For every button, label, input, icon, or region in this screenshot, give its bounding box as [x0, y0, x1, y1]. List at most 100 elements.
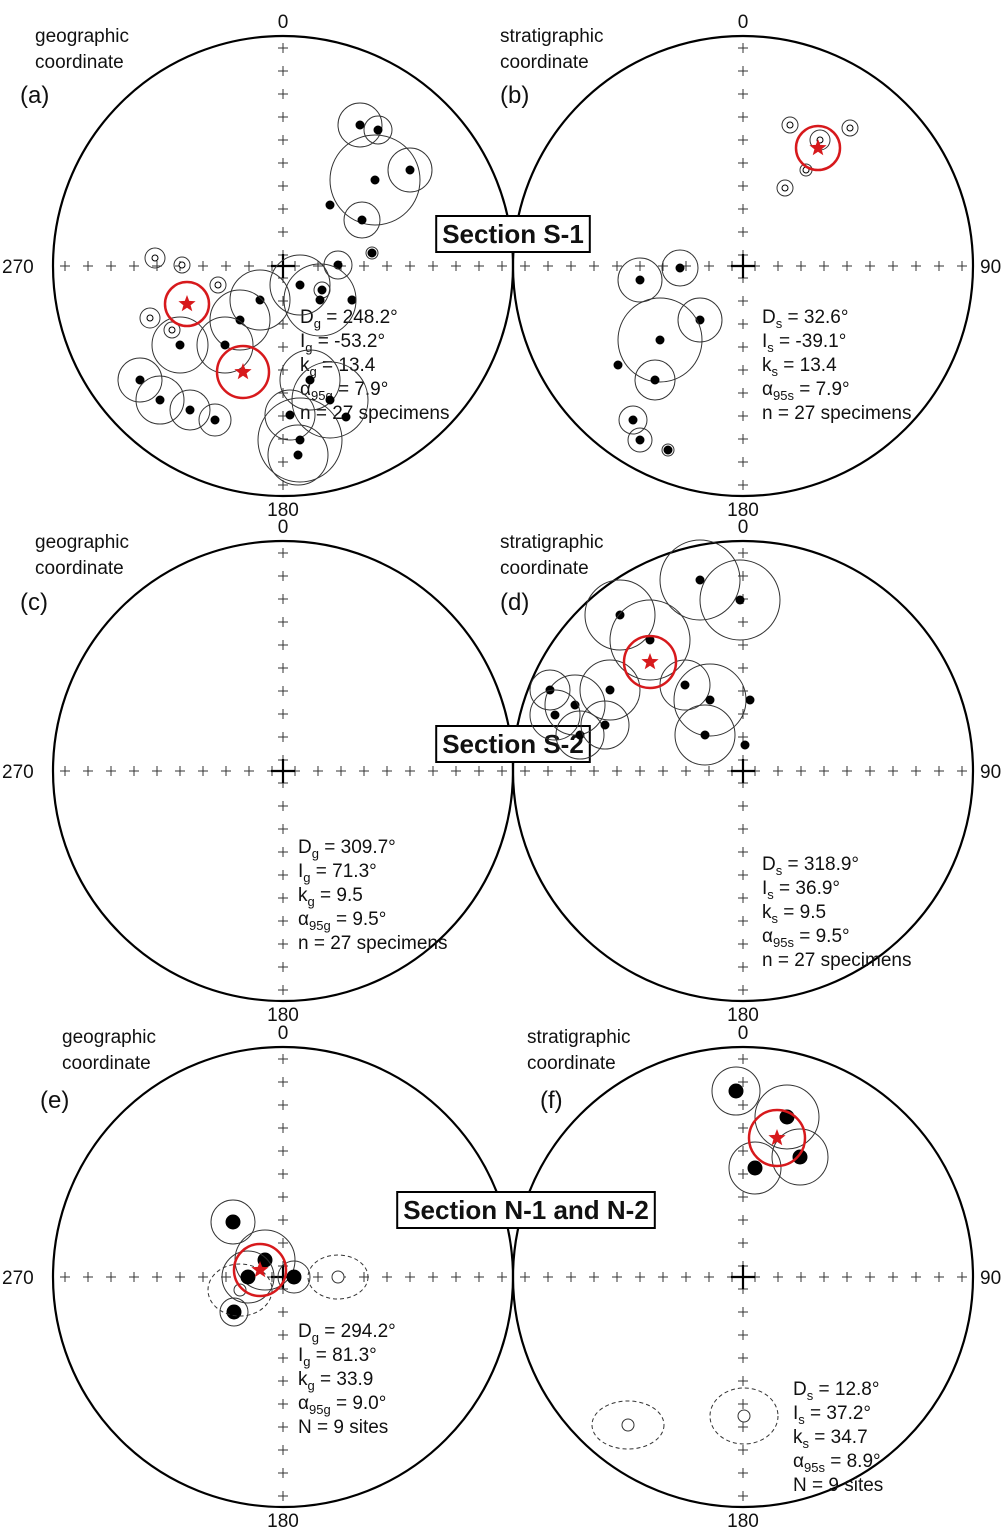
axis-tick — [152, 135, 288, 271]
axis-tick — [738, 261, 806, 329]
confidence-circle — [343, 201, 381, 239]
panel-label: (b) — [500, 82, 529, 109]
data-point — [735, 595, 745, 605]
axis-tick — [635, 158, 748, 271]
stat-subscript: s — [767, 340, 774, 355]
stat-subscript: g — [308, 894, 315, 909]
confidence-circle — [544, 674, 606, 736]
stat-value: = -53.2° — [313, 331, 386, 352]
confidence-circle — [198, 403, 232, 437]
stat-line: Dg = 294.2° — [298, 1321, 396, 1345]
data-point — [613, 360, 623, 370]
confidence-circle — [661, 443, 675, 457]
stat-value: = 7.9° — [794, 379, 850, 400]
stat-value: = 9.5 — [315, 885, 363, 906]
stat-line: n = 27 specimens — [300, 403, 449, 424]
axis-tick — [83, 66, 288, 271]
axis-tick — [278, 766, 507, 995]
data-point — [655, 335, 665, 345]
data-point — [325, 200, 335, 210]
stat-symbol: k — [762, 355, 772, 376]
panel-label: (a) — [20, 82, 49, 109]
north-label: 0 — [738, 12, 749, 33]
stat-value: = 27 specimens — [311, 403, 450, 424]
axis-tick — [221, 204, 288, 271]
axis-tick — [612, 1146, 748, 1282]
confidence-circle — [661, 249, 699, 287]
axis-tick — [738, 766, 806, 834]
stat-line: Is = 36.9° — [762, 878, 840, 902]
stat-subscript: s — [807, 1388, 814, 1403]
axis-tick — [221, 709, 288, 776]
axis-tick — [60, 548, 288, 776]
axis-tick — [278, 1272, 438, 1432]
confidence-circle — [209, 289, 271, 351]
data-point — [740, 740, 750, 750]
stat-value: = 12.8° — [813, 1379, 879, 1400]
axis-tick — [278, 1272, 369, 1363]
data-point — [146, 314, 154, 322]
stat-value: = 34.7 — [809, 1427, 868, 1448]
axis-tick — [738, 261, 875, 398]
axis-tick — [738, 261, 921, 444]
stat-line: n = 27 specimens — [762, 403, 911, 424]
stat-line: n = 27 specimens — [762, 950, 911, 971]
stat-value: = 27 specimens — [309, 933, 448, 954]
stat-subscript: 95g — [309, 918, 331, 933]
axis-tick — [60, 1054, 288, 1282]
axis-tick — [727, 250, 748, 271]
stat-symbol: D — [762, 307, 776, 328]
stat-value: = 37.2° — [805, 1403, 871, 1424]
axis-tick — [738, 1272, 760, 1294]
axis-tick — [278, 261, 484, 467]
stat-line: ks = 9.5 — [762, 902, 826, 926]
confidence-circle — [365, 246, 379, 260]
axis-tick — [589, 1123, 748, 1282]
confidence-circle — [169, 389, 211, 431]
data-point — [675, 263, 685, 273]
axis-tick — [278, 1272, 461, 1455]
stat-subscript: s — [772, 364, 779, 379]
stat-value: = 81.3° — [311, 1345, 377, 1366]
axis-tick — [738, 766, 944, 972]
stat-line: kg = 9.5 — [298, 885, 363, 909]
confidence-circle — [584, 579, 656, 651]
stat-symbol: D — [298, 1321, 312, 1342]
confidence-circle — [617, 297, 703, 383]
stat-symbol: D — [300, 307, 314, 328]
south-label: 180 — [267, 1511, 299, 1532]
coordinate-label: geographic — [35, 532, 129, 553]
confidence-circle — [363, 115, 393, 145]
axis-tick — [738, 766, 875, 903]
confidence-circle — [711, 1066, 761, 1116]
stat-subscript: 95s — [804, 1460, 825, 1475]
axis-tick — [278, 766, 369, 857]
axis-tick — [738, 1272, 921, 1455]
data-point — [663, 445, 673, 455]
coordinate-label: coordinate — [35, 558, 124, 579]
axis-tick — [520, 1054, 748, 1282]
axis-tick — [738, 766, 967, 995]
stat-subscript: g — [305, 340, 312, 355]
stat-subscript: g — [312, 1330, 319, 1345]
stat-symbol: k — [298, 885, 308, 906]
axis-tick — [727, 755, 748, 776]
confidence-circle — [781, 116, 799, 134]
data-point — [295, 435, 305, 445]
confidence-circle — [627, 427, 653, 453]
stat-line: Is = 37.2° — [793, 1403, 871, 1427]
center-cross — [271, 759, 295, 783]
stat-symbol: k — [300, 355, 310, 376]
data-point — [325, 395, 335, 405]
confidence-circle — [279, 349, 341, 411]
stat-symbol: n — [300, 403, 311, 424]
stat-value: = 318.9° — [782, 854, 859, 875]
stat-subscript: s — [772, 911, 779, 926]
data-point — [373, 125, 383, 135]
axis-tick — [83, 1077, 288, 1282]
axis-tick — [267, 250, 288, 271]
stat-subscript: g — [308, 1378, 315, 1393]
data-point — [728, 1083, 744, 1099]
stat-symbol: I — [300, 331, 305, 352]
confidence-circle — [221, 1250, 275, 1304]
